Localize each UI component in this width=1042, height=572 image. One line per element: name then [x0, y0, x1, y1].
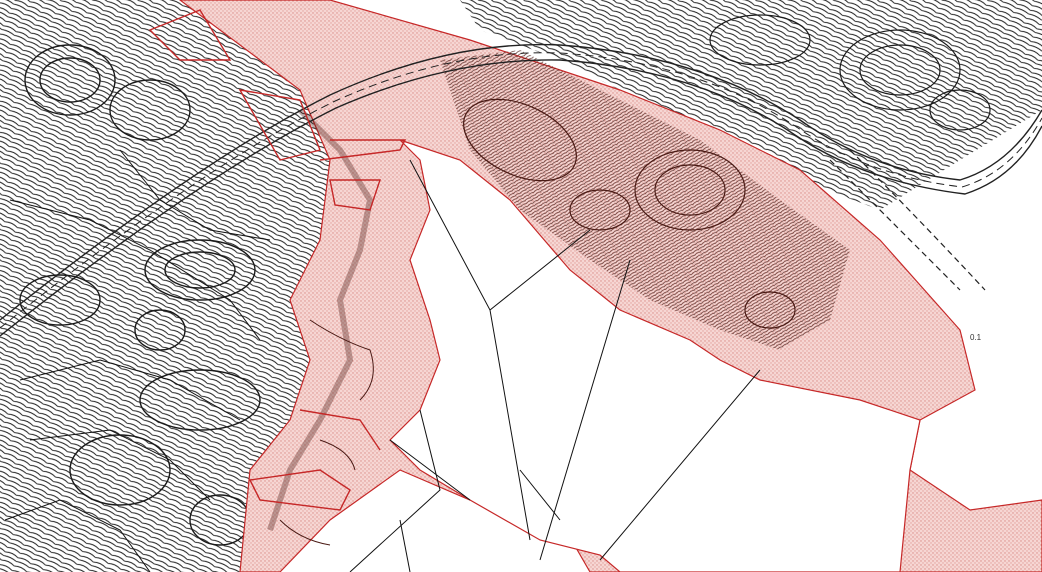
hillside-contours — [267, 50, 850, 531]
highway — [0, 43, 1042, 337]
urban-contour-area — [0, 0, 330, 572]
plot-outlines — [148, 9, 407, 511]
zone-label: 0.1 — [970, 333, 982, 342]
shore-details — [279, 319, 374, 546]
upper-contour-area — [460, 0, 1042, 210]
unhatched-parcel-area — [389, 139, 921, 572]
parcel-lines — [349, 159, 761, 572]
